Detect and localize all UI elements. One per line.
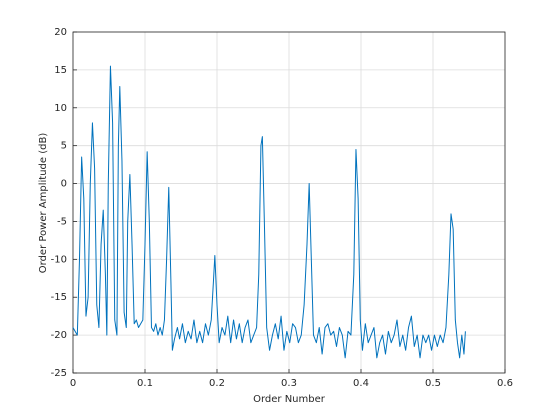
x-tick-label: 0.1 [137,378,153,389]
y-tick-label: 10 [54,103,67,114]
y-tick-label: 15 [54,65,67,76]
y-tick-label: 5 [61,141,67,152]
x-tick-label: 0.2 [209,378,225,389]
x-tick-label: 0.4 [353,378,369,389]
axes-box [72,31,506,374]
x-tick-label: 0.5 [425,378,441,389]
y-tick-label: 20 [54,27,67,38]
y-tick-label: 0 [61,179,67,190]
x-tick-label: 0.6 [497,378,513,389]
y-axis-label: Order Power Amplitude (dB) [38,133,49,274]
x-tick-label: 0.3 [281,378,297,389]
y-tick-label: -10 [51,254,67,265]
y-tick-label: -15 [51,292,67,303]
y-tick-label: -25 [51,368,67,379]
y-tick-label: -5 [57,216,67,227]
x-tick-label: 0 [70,378,76,389]
x-axis-label: Order Number [253,394,326,405]
data-line [72,65,466,359]
y-tick-label: -20 [51,330,67,341]
